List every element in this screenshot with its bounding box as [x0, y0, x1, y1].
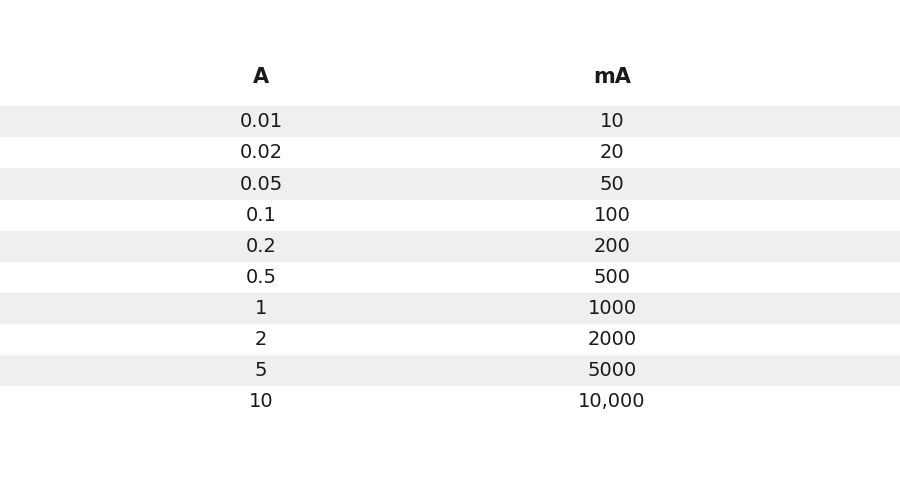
- Text: A: A: [253, 67, 269, 86]
- Text: 0.1: 0.1: [246, 206, 276, 225]
- Text: 50: 50: [599, 174, 625, 194]
- Text: 5000: 5000: [588, 361, 636, 380]
- Text: 0.02: 0.02: [239, 143, 283, 163]
- Text: 0.05: 0.05: [239, 174, 283, 194]
- Text: 1: 1: [255, 299, 267, 318]
- Bar: [0, 293, 900, 324]
- Text: 500: 500: [593, 268, 631, 287]
- Text: 2: 2: [255, 330, 267, 349]
- Bar: [0, 168, 900, 200]
- Text: mA: mA: [593, 67, 631, 86]
- Bar: [0, 231, 900, 262]
- Text: 5: 5: [255, 361, 267, 380]
- Text: 1000: 1000: [588, 299, 636, 318]
- Text: 20: 20: [599, 143, 625, 163]
- Bar: [0, 106, 900, 137]
- Text: 10,000: 10,000: [578, 392, 646, 412]
- Text: 100: 100: [594, 206, 630, 225]
- Text: 0.5: 0.5: [246, 268, 276, 287]
- Text: 10: 10: [248, 392, 274, 412]
- Text: 10: 10: [599, 112, 625, 131]
- Text: 200: 200: [594, 237, 630, 256]
- Text: 2000: 2000: [588, 330, 636, 349]
- Bar: [0, 355, 900, 386]
- Text: 0.2: 0.2: [246, 237, 276, 256]
- Text: 0.01: 0.01: [239, 112, 283, 131]
